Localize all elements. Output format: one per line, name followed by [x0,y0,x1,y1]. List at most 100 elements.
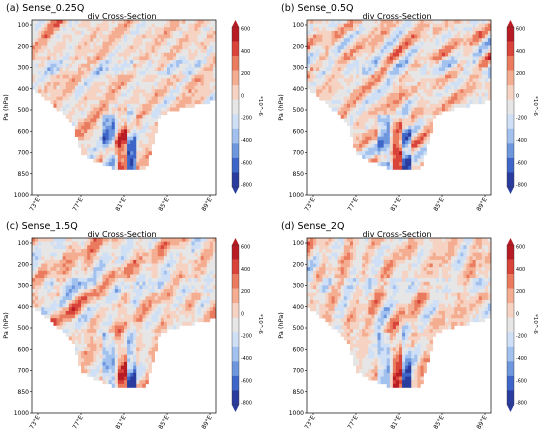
heatmap-cell [322,41,326,46]
heatmap-cell [108,329,113,334]
heatmap-cell [96,96,100,101]
heatmap-cell [322,71,326,75]
heatmap-cell [176,78,180,83]
heatmap-cell [154,49,159,54]
heatmap-cell [136,78,140,83]
heatmap-cell [160,41,165,46]
heatmap-cell [133,351,137,355]
heatmap-cell [108,74,113,79]
heatmap-cell [472,71,476,75]
heatmap-cell [414,107,418,112]
heatmap-cell [343,56,348,61]
heatmap-cell [124,125,128,130]
heatmap-cell [130,383,134,388]
heatmap-cell [399,154,403,159]
heatmap-cell [71,289,76,293]
heatmap-cell [206,78,211,83]
heatmap-cell [481,67,486,72]
heatmap-cell [383,151,388,156]
heatmap-cell [423,41,427,46]
heatmap-cell [102,63,106,68]
heatmap-cell [136,60,140,65]
heatmap-cell [96,318,100,323]
heatmap-cell [136,92,140,97]
heatmap-cell [117,78,122,83]
heatmap-cell [395,114,400,119]
heatmap-cell [334,49,338,54]
heatmap-cell [432,74,437,79]
heatmap-cell [307,74,311,79]
heatmap-cell [130,238,134,242]
heatmap-cell [117,23,122,28]
heatmap-cell [374,100,378,105]
heatmap-cell [414,60,418,65]
heatmap-cell [212,63,216,68]
heatmap-cell [38,30,42,35]
heatmap-cell [487,56,491,61]
heatmap-cell [340,114,345,119]
heatmap-cell [383,89,388,94]
heatmap-cell [160,20,165,24]
heatmap-cell [310,27,314,32]
heatmap-cell [206,56,211,61]
heatmap-cell [179,41,183,46]
heatmap-cell [188,78,192,83]
heatmap-cell [41,274,45,279]
heatmap-cell [111,78,116,83]
heatmap-cell [47,299,51,304]
heatmap-cell [35,49,39,54]
heatmap-cell [206,63,211,68]
heatmap-cell [389,158,394,163]
heatmap-cell [392,154,397,159]
heatmap-cell [139,296,143,301]
heatmap-cell [111,354,116,359]
heatmap-cell [478,89,483,94]
heatmap-cell [108,103,113,108]
heatmap-cell [481,23,486,28]
heatmap-cell [374,151,378,156]
heatmap-cell [87,63,91,68]
heatmap-cell [182,30,186,35]
heatmap-cell [166,103,171,108]
heatmap-cell [478,30,483,35]
heatmap-cell [349,118,354,123]
heatmap-cell [343,85,348,90]
heatmap-cell [108,49,113,54]
heatmap-cell [197,63,201,68]
heatmap-cell [417,107,421,112]
heatmap-cell [368,71,372,75]
heatmap-cell [346,85,351,90]
heatmap-cell [194,49,198,54]
heatmap-cell [130,314,134,319]
heatmap-cell [105,111,109,116]
heatmap-cell [56,92,60,97]
heatmap-cell [325,52,329,57]
heatmap-cell [120,129,125,134]
heatmap-cell [56,71,60,75]
heatmap-cell [81,296,85,301]
heatmap-cell [157,85,162,90]
heatmap-cell [142,23,146,28]
heatmap-cell [368,136,372,141]
heatmap-cell [445,34,449,39]
heatmap-cell [117,30,122,35]
heatmap-cell [78,49,82,54]
heatmap-cell [81,41,85,46]
heatmap-cell [408,89,412,94]
heatmap-cell [102,41,106,46]
panel-title: (b) Sense_0.5Q [281,3,354,14]
heatmap-cell [120,45,125,50]
heatmap-cell [102,270,106,275]
heatmap-cell [353,38,357,43]
heatmap-cell [142,241,146,246]
heatmap-cell [96,133,100,137]
heatmap-cell [371,60,375,65]
heatmap-cell [99,20,103,24]
heatmap-cell [441,41,446,46]
heatmap-cell [71,332,76,337]
heatmap-cell [340,23,345,28]
heatmap-cell [402,89,406,94]
heatmap-cell [99,100,103,105]
heatmap-cell [136,354,140,359]
heatmap-cell [50,278,54,283]
